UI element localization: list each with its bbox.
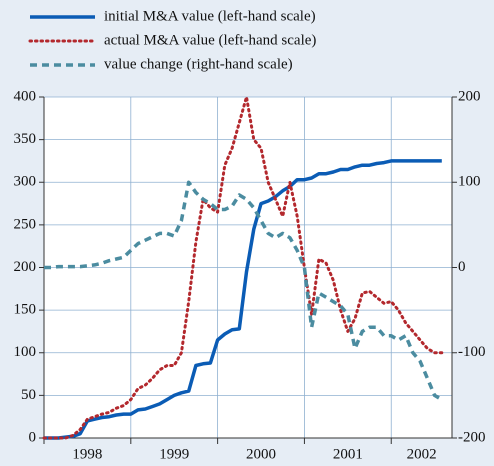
x-tick-label: 2000 (246, 446, 276, 462)
y2-tick-label: 100 (458, 174, 481, 190)
y-tick-label: 50 (21, 387, 36, 403)
y2-tick-label: 0 (458, 259, 466, 275)
y-tick-label: 400 (14, 88, 37, 104)
x-tick-label: 1998 (72, 446, 102, 462)
series-line (42, 95, 444, 440)
y2-tick-label: -100 (458, 344, 486, 360)
legend-label: actual M&A value (left-hand scale) (104, 32, 316, 48)
x-tick-label: 2001 (333, 446, 363, 462)
y2-tick-label: -200 (458, 429, 486, 445)
legend-label: initial M&A value (left-hand scale) (104, 8, 316, 24)
y-tick-label: 250 (14, 216, 37, 232)
series-line (44, 159, 442, 440)
y-tick-label: 300 (14, 174, 37, 190)
y-tick-label: 100 (14, 344, 37, 360)
x-tick-label: 1999 (159, 446, 189, 462)
y-tick-label: 150 (14, 302, 37, 318)
y-tick-label: 200 (14, 259, 37, 275)
legend-label: value change (right-hand scale) (104, 56, 293, 72)
y-tick-label: 350 (14, 131, 37, 147)
y-tick-label: 0 (29, 429, 37, 445)
series-line (44, 180, 443, 402)
y2-tick-label: 200 (458, 88, 481, 104)
x-tick-label: 2002 (407, 446, 437, 462)
